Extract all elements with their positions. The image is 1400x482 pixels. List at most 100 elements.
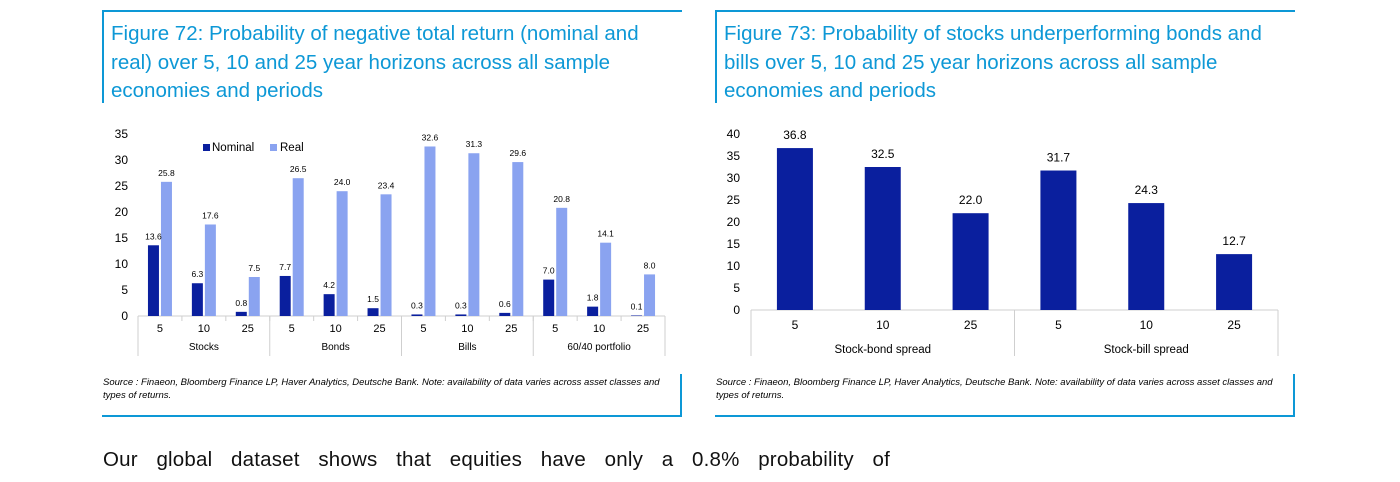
bar-real [248, 277, 260, 316]
body-paragraph: Our global dataset shows that equities h… [103, 448, 890, 471]
bar-nominal [323, 294, 335, 316]
data-label-real: 25.8 [158, 168, 175, 178]
bar [1216, 254, 1253, 310]
bar-nominal [587, 306, 599, 316]
bar-nominal [235, 311, 247, 316]
data-label-nominal: 0.3 [411, 300, 423, 310]
y-tick-label: 10 [115, 257, 129, 271]
bar-real [160, 181, 172, 316]
group-label: Stocks [189, 342, 219, 353]
x-tick-label: 5 [792, 318, 799, 332]
y-tick-label: 15 [727, 237, 741, 251]
data-label-nominal: 0.8 [235, 298, 247, 308]
bar-real [336, 191, 348, 316]
group-label: Bonds [321, 342, 349, 353]
figure-72-title: Figure 72: Probability of negative total… [111, 22, 639, 102]
group-label: Bills [458, 342, 476, 353]
y-tick-label: 5 [121, 283, 128, 297]
y-tick-label: 35 [727, 149, 741, 163]
x-tick-label: 25 [505, 323, 517, 335]
x-tick-label: 10 [593, 323, 605, 335]
x-tick-label: 25 [637, 323, 649, 335]
data-label: 31.7 [1047, 151, 1071, 165]
data-label-real: 26.5 [290, 164, 307, 174]
bar-real [644, 274, 656, 316]
legend-swatch-real [270, 144, 277, 151]
y-tick-label: 20 [727, 215, 741, 229]
group-label: Stock-bill spread [1104, 344, 1189, 356]
x-tick-label: 5 [552, 323, 558, 335]
figure-72-chart: 0 5 10 15 20 25 30 35 Stocks 5 13.6 25.8 10 6.3 17.6 25… [115, 127, 666, 356]
bar-real [556, 207, 568, 316]
x-tick-label: 10 [461, 323, 473, 335]
bar-real [292, 178, 304, 316]
legend-label-real: Real [280, 142, 304, 154]
data-label-real: 20.8 [553, 194, 570, 204]
top-rule [715, 10, 1295, 12]
bar-nominal [147, 245, 159, 316]
bar [1128, 203, 1165, 310]
figure-73-chart: 0 5 10 15 20 25 30 35 40 Stock-bond spread 5 36.8 10… [727, 127, 1279, 356]
figure-72-panel: Figure 72: Probability of negative total… [102, 10, 682, 417]
data-label-real: 23.4 [378, 180, 395, 190]
y-tick-label: 25 [115, 179, 129, 193]
source-side-rule [1293, 374, 1295, 417]
y-tick-label: 15 [115, 231, 129, 245]
bar [776, 148, 813, 310]
data-label-real: 14.1 [597, 229, 614, 239]
title-side-rule [102, 10, 104, 103]
y-tick-label: 10 [727, 259, 741, 273]
y-tick-label: 30 [115, 153, 129, 167]
y-tick-label: 5 [733, 281, 740, 295]
title-side-rule [715, 10, 717, 103]
top-rule [102, 10, 682, 12]
bottom-rule [102, 415, 682, 417]
bar-real [600, 242, 612, 316]
x-tick-label: 10 [876, 318, 890, 332]
bar-nominal [499, 312, 511, 316]
data-label-real: 32.6 [422, 132, 439, 142]
group-label: Stock-bond spread [834, 344, 931, 356]
bar-nominal [279, 275, 291, 316]
x-tick-label: 5 [289, 323, 295, 335]
x-tick-label: 25 [242, 323, 254, 335]
data-label-nominal: 1.5 [367, 294, 379, 304]
data-label: 32.5 [871, 147, 895, 161]
legend-label-nominal: Nominal [212, 142, 254, 154]
y-tick-label: 40 [727, 127, 741, 141]
bar-nominal [543, 279, 555, 316]
data-label-real: 8.0 [644, 260, 656, 270]
data-label-nominal: 0.3 [455, 300, 467, 310]
data-label-nominal: 0.1 [631, 301, 643, 311]
y-tick-label: 20 [115, 205, 129, 219]
y-tick-label: 25 [727, 193, 741, 207]
figure-73-source: Source : Finaeon, Bloomberg Finance LP, … [716, 377, 1273, 401]
bar-nominal [455, 314, 467, 316]
data-label: 12.7 [1222, 234, 1246, 248]
data-label-nominal: 6.3 [191, 269, 203, 279]
y-tick-label: 35 [115, 127, 129, 141]
x-tick-label: 25 [373, 323, 385, 335]
x-tick-label: 10 [330, 323, 342, 335]
data-label: 24.3 [1135, 183, 1159, 197]
bar-nominal [631, 315, 643, 316]
figure-72-source: Source : Finaeon, Bloomberg Finance LP, … [103, 377, 660, 401]
bar-nominal [367, 308, 379, 316]
y-tick-label: 0 [121, 309, 128, 323]
x-tick-label: 10 [198, 323, 210, 335]
bar-real [204, 224, 216, 316]
x-tick-label: 10 [1140, 318, 1154, 332]
x-tick-label: 25 [1227, 318, 1241, 332]
figure-73-panel: Figure 73: Probability of stocks underpe… [715, 10, 1295, 417]
x-tick-label: 5 [420, 323, 426, 335]
data-label-real: 17.6 [202, 210, 219, 220]
data-label-nominal: 7.7 [279, 262, 291, 272]
bar-real [380, 194, 392, 316]
source-side-rule [680, 374, 682, 417]
data-label-nominal: 1.8 [587, 293, 599, 303]
x-tick-label: 5 [157, 323, 163, 335]
bar [864, 167, 901, 310]
y-tick-label: 0 [733, 303, 740, 317]
bar [1040, 170, 1077, 310]
figure-73-title: Figure 73: Probability of stocks underpe… [724, 22, 1262, 102]
